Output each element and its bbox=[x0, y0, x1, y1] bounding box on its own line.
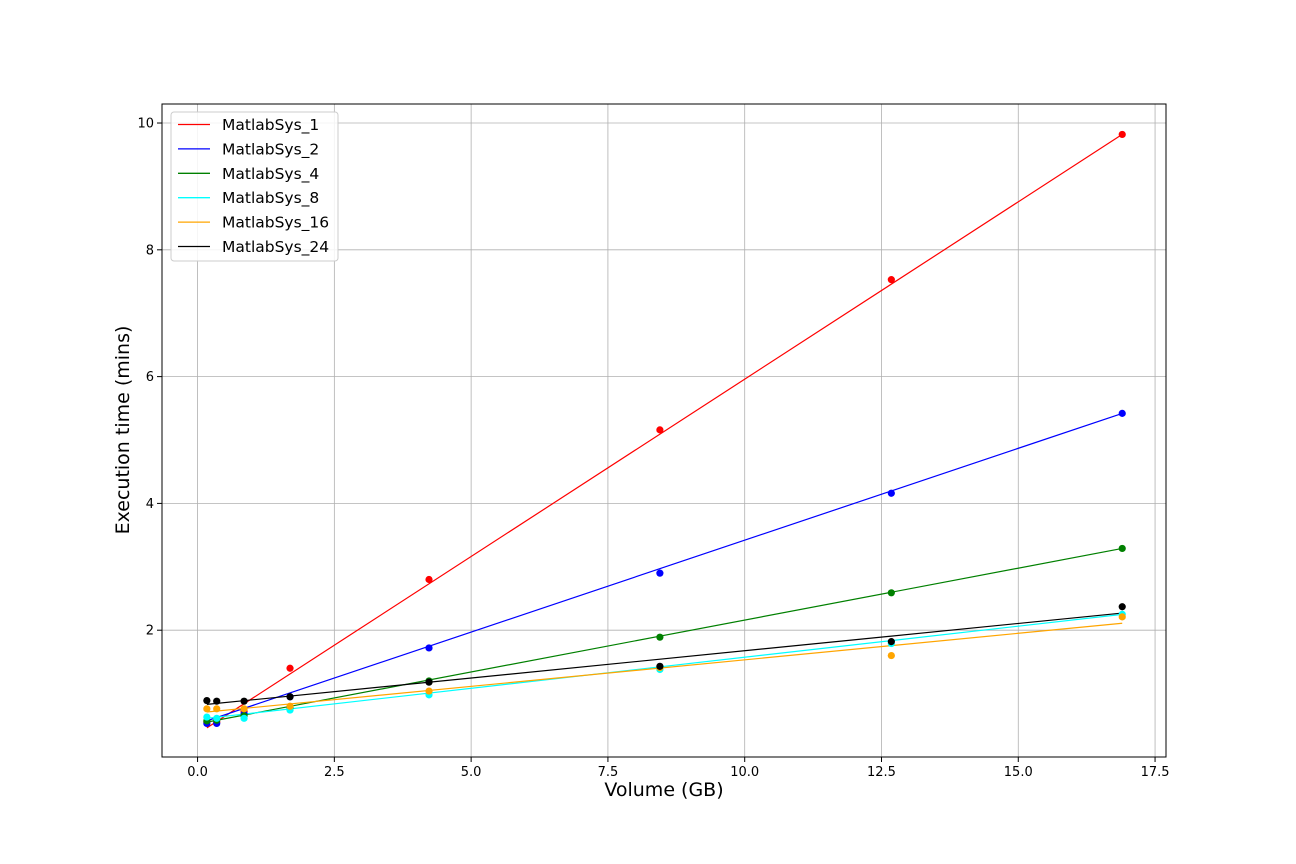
data-points bbox=[203, 130, 1126, 727]
fit-line-matlabsys-16 bbox=[206, 622, 1123, 713]
data-point bbox=[240, 697, 248, 705]
data-point bbox=[656, 426, 664, 434]
data-point bbox=[887, 651, 895, 660]
x-tick-label: 17.5 bbox=[1141, 765, 1170, 780]
fit-line-matlabsys-2 bbox=[206, 412, 1123, 722]
legend-label: MatlabSys_8 bbox=[222, 189, 319, 208]
data-point bbox=[203, 713, 211, 721]
data-point bbox=[887, 589, 895, 597]
x-tick-label: 5.0 bbox=[461, 765, 482, 780]
data-point bbox=[286, 664, 294, 672]
legend-label: MatlabSys_1 bbox=[222, 116, 319, 135]
data-point bbox=[425, 644, 433, 652]
legend-label: MatlabSys_2 bbox=[222, 140, 319, 159]
data-point bbox=[203, 705, 211, 713]
legend-box bbox=[170, 111, 339, 262]
data-point bbox=[240, 705, 248, 713]
data-point bbox=[203, 696, 211, 705]
data-point bbox=[213, 697, 221, 705]
data-point bbox=[656, 633, 664, 641]
data-point bbox=[425, 678, 433, 686]
data-point bbox=[286, 693, 294, 701]
data-point bbox=[1118, 613, 1126, 621]
data-point bbox=[656, 569, 664, 577]
data-point bbox=[425, 687, 433, 695]
legend: MatlabSys_1 MatlabSys_2 MatlabSys_4 MatlabS… bbox=[170, 111, 339, 262]
plot-frame bbox=[161, 103, 1167, 758]
fit-line-matlabsys-1 bbox=[206, 133, 1123, 729]
data-point bbox=[887, 276, 895, 284]
data-point bbox=[286, 702, 294, 710]
y-tick-label: 10 bbox=[137, 117, 154, 132]
y-axis-title: Execution time (mins) bbox=[112, 326, 134, 535]
legend-label: MatlabSys_24 bbox=[222, 238, 329, 257]
data-point bbox=[240, 714, 248, 722]
x-tick-label: 15.0 bbox=[1004, 765, 1033, 780]
fit-line-matlabsys-24 bbox=[206, 612, 1123, 705]
fit-line-matlabsys-8 bbox=[206, 613, 1123, 719]
data-point bbox=[425, 575, 433, 584]
data-point bbox=[1118, 130, 1126, 139]
y-tick-label: 4 bbox=[146, 497, 154, 512]
fit-line-matlabsys-4 bbox=[206, 547, 1123, 723]
data-point bbox=[1118, 603, 1126, 611]
data-point bbox=[213, 714, 221, 722]
y-tick-label: 8 bbox=[146, 243, 154, 258]
data-point bbox=[887, 638, 895, 646]
fit-lines bbox=[206, 133, 1123, 729]
data-point bbox=[656, 662, 664, 670]
data-point bbox=[213, 705, 221, 713]
legend-label: MatlabSys_4 bbox=[222, 165, 319, 184]
x-tick-label: 10.0 bbox=[730, 765, 759, 780]
x-tick-label: 0.0 bbox=[187, 765, 208, 780]
axis-ticks: 0.0 2.5 5.0 7.5 10.0 12.5 15.0 17.5 2 4 6 8 10 bbox=[137, 117, 1169, 780]
data-point bbox=[887, 489, 895, 497]
data-point bbox=[1118, 544, 1126, 553]
y-tick-label: 6 bbox=[146, 370, 154, 385]
x-tick-label: 12.5 bbox=[867, 765, 896, 780]
x-tick-label: 2.5 bbox=[324, 765, 345, 780]
data-point bbox=[1118, 409, 1126, 417]
legend-label: MatlabSys_16 bbox=[222, 214, 329, 233]
y-tick-label: 2 bbox=[146, 624, 154, 639]
x-axis-title: Volume (GB) bbox=[604, 779, 723, 801]
x-tick-label: 7.5 bbox=[598, 765, 619, 780]
